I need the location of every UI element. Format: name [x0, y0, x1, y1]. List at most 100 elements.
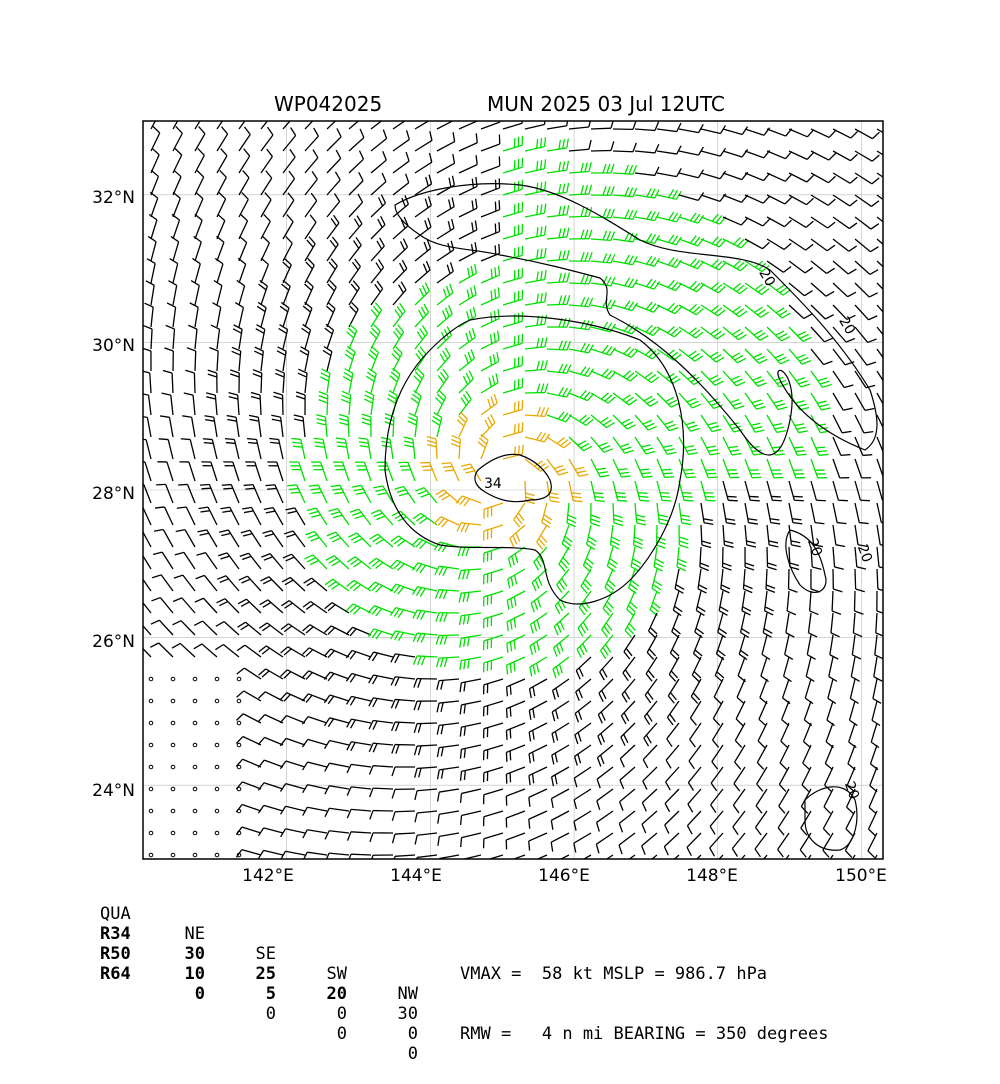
wind-barb [643, 745, 657, 768]
wind-barb [665, 789, 679, 812]
wind-barb [395, 486, 415, 503]
calm-wind-marker [215, 677, 219, 681]
wind-barb [613, 187, 637, 196]
wind-barb [242, 507, 261, 525]
wind-barb [657, 481, 671, 501]
wind-barb [714, 679, 723, 704]
wind-barb [219, 530, 239, 547]
wind-barb [723, 217, 748, 225]
wind-barb [789, 261, 813, 273]
wind-barb [600, 657, 613, 680]
wind-barb [281, 280, 290, 305]
wind-barb [624, 635, 635, 659]
wind-barb [598, 701, 613, 723]
wind-barb [201, 462, 217, 481]
wind-barb [503, 290, 523, 305]
wind-barb [569, 185, 591, 195]
wind-barb [765, 591, 774, 615]
wind-barb [554, 613, 569, 635]
wind-barb [341, 391, 350, 415]
wind-barb [657, 459, 674, 477]
wind-barb [621, 723, 635, 746]
wind-barb [657, 415, 678, 431]
wind-barb [855, 371, 875, 388]
contour-label: 20 [841, 779, 862, 801]
wind-barb [435, 566, 459, 576]
wind-barb [393, 109, 410, 129]
wind-barb [677, 547, 686, 571]
wind-barb [547, 387, 571, 397]
wind-barb [414, 701, 437, 710]
wind-barb [150, 643, 173, 657]
wind-barb [547, 139, 568, 151]
wind-barb [437, 723, 459, 735]
wind-barb [506, 767, 525, 784]
wind-barb [393, 130, 409, 151]
wind-barb [789, 283, 812, 296]
wind-barb [319, 392, 328, 415]
wind-barb [657, 235, 682, 245]
wind-barb [173, 621, 195, 635]
wind-barb [591, 231, 615, 240]
radii-value: 0 [145, 984, 205, 1004]
wind-barb [349, 129, 364, 151]
wind-barb [613, 481, 627, 501]
wind-barb [503, 356, 523, 371]
wind-barb [261, 105, 273, 129]
wind-barb [303, 601, 327, 613]
wind-barb [190, 303, 198, 327]
wind-barb [245, 462, 261, 481]
wind-barb [569, 415, 593, 425]
wind-barb [368, 652, 393, 661]
wind-barb [204, 416, 217, 437]
wind-barb [370, 788, 393, 797]
wind-barb [503, 268, 523, 283]
rmw-bearing-line: RMW = 4 n mi BEARING = 350 degrees [460, 1024, 890, 1044]
wind-barb [569, 366, 594, 376]
wind-barb [547, 228, 569, 239]
wind-barb [778, 833, 789, 857]
header-cell: SW [287, 964, 347, 984]
wind-barb [324, 649, 349, 658]
wind-barb [303, 625, 327, 635]
wind-barb [657, 327, 681, 337]
wind-barb [303, 785, 327, 793]
wind-barb [767, 393, 787, 410]
wind-barb [635, 302, 660, 312]
wind-barb [762, 635, 770, 660]
wind-barb [827, 701, 835, 726]
calm-wind-marker [149, 721, 153, 725]
wind-barb [657, 189, 681, 199]
wind-barb [850, 701, 858, 726]
wind-barb [503, 180, 522, 195]
radii-value: 5 [216, 984, 276, 1004]
wind-barb [143, 326, 152, 349]
wind-barb [484, 525, 503, 541]
wind-barb [789, 525, 801, 547]
wind-barb [415, 261, 430, 283]
wind-barb [281, 806, 305, 814]
wind-barb [646, 657, 657, 681]
wind-barb [172, 643, 195, 657]
wind-barb [130, 597, 151, 613]
wind-barb [723, 481, 738, 501]
wind-barb [227, 416, 239, 437]
wind-barb [547, 437, 571, 448]
wind-barb [855, 481, 870, 501]
wind-radii-row: R64 0 0 0 0 [100, 944, 141, 964]
wind-barb [265, 485, 283, 503]
wind-barb [503, 224, 522, 239]
wind-barb [347, 787, 371, 796]
wind-barb [167, 303, 176, 327]
wind-barb [503, 312, 523, 327]
wind-barb [525, 459, 549, 471]
wind-barb [688, 767, 701, 791]
wind-barb [613, 393, 637, 405]
wind-barb [415, 153, 432, 173]
wind-barb [569, 162, 591, 173]
wind-barb [833, 525, 845, 546]
wind-barb [261, 127, 273, 151]
wind-barb [461, 464, 481, 481]
wind-barb [811, 239, 835, 251]
wind-barb [195, 127, 205, 151]
